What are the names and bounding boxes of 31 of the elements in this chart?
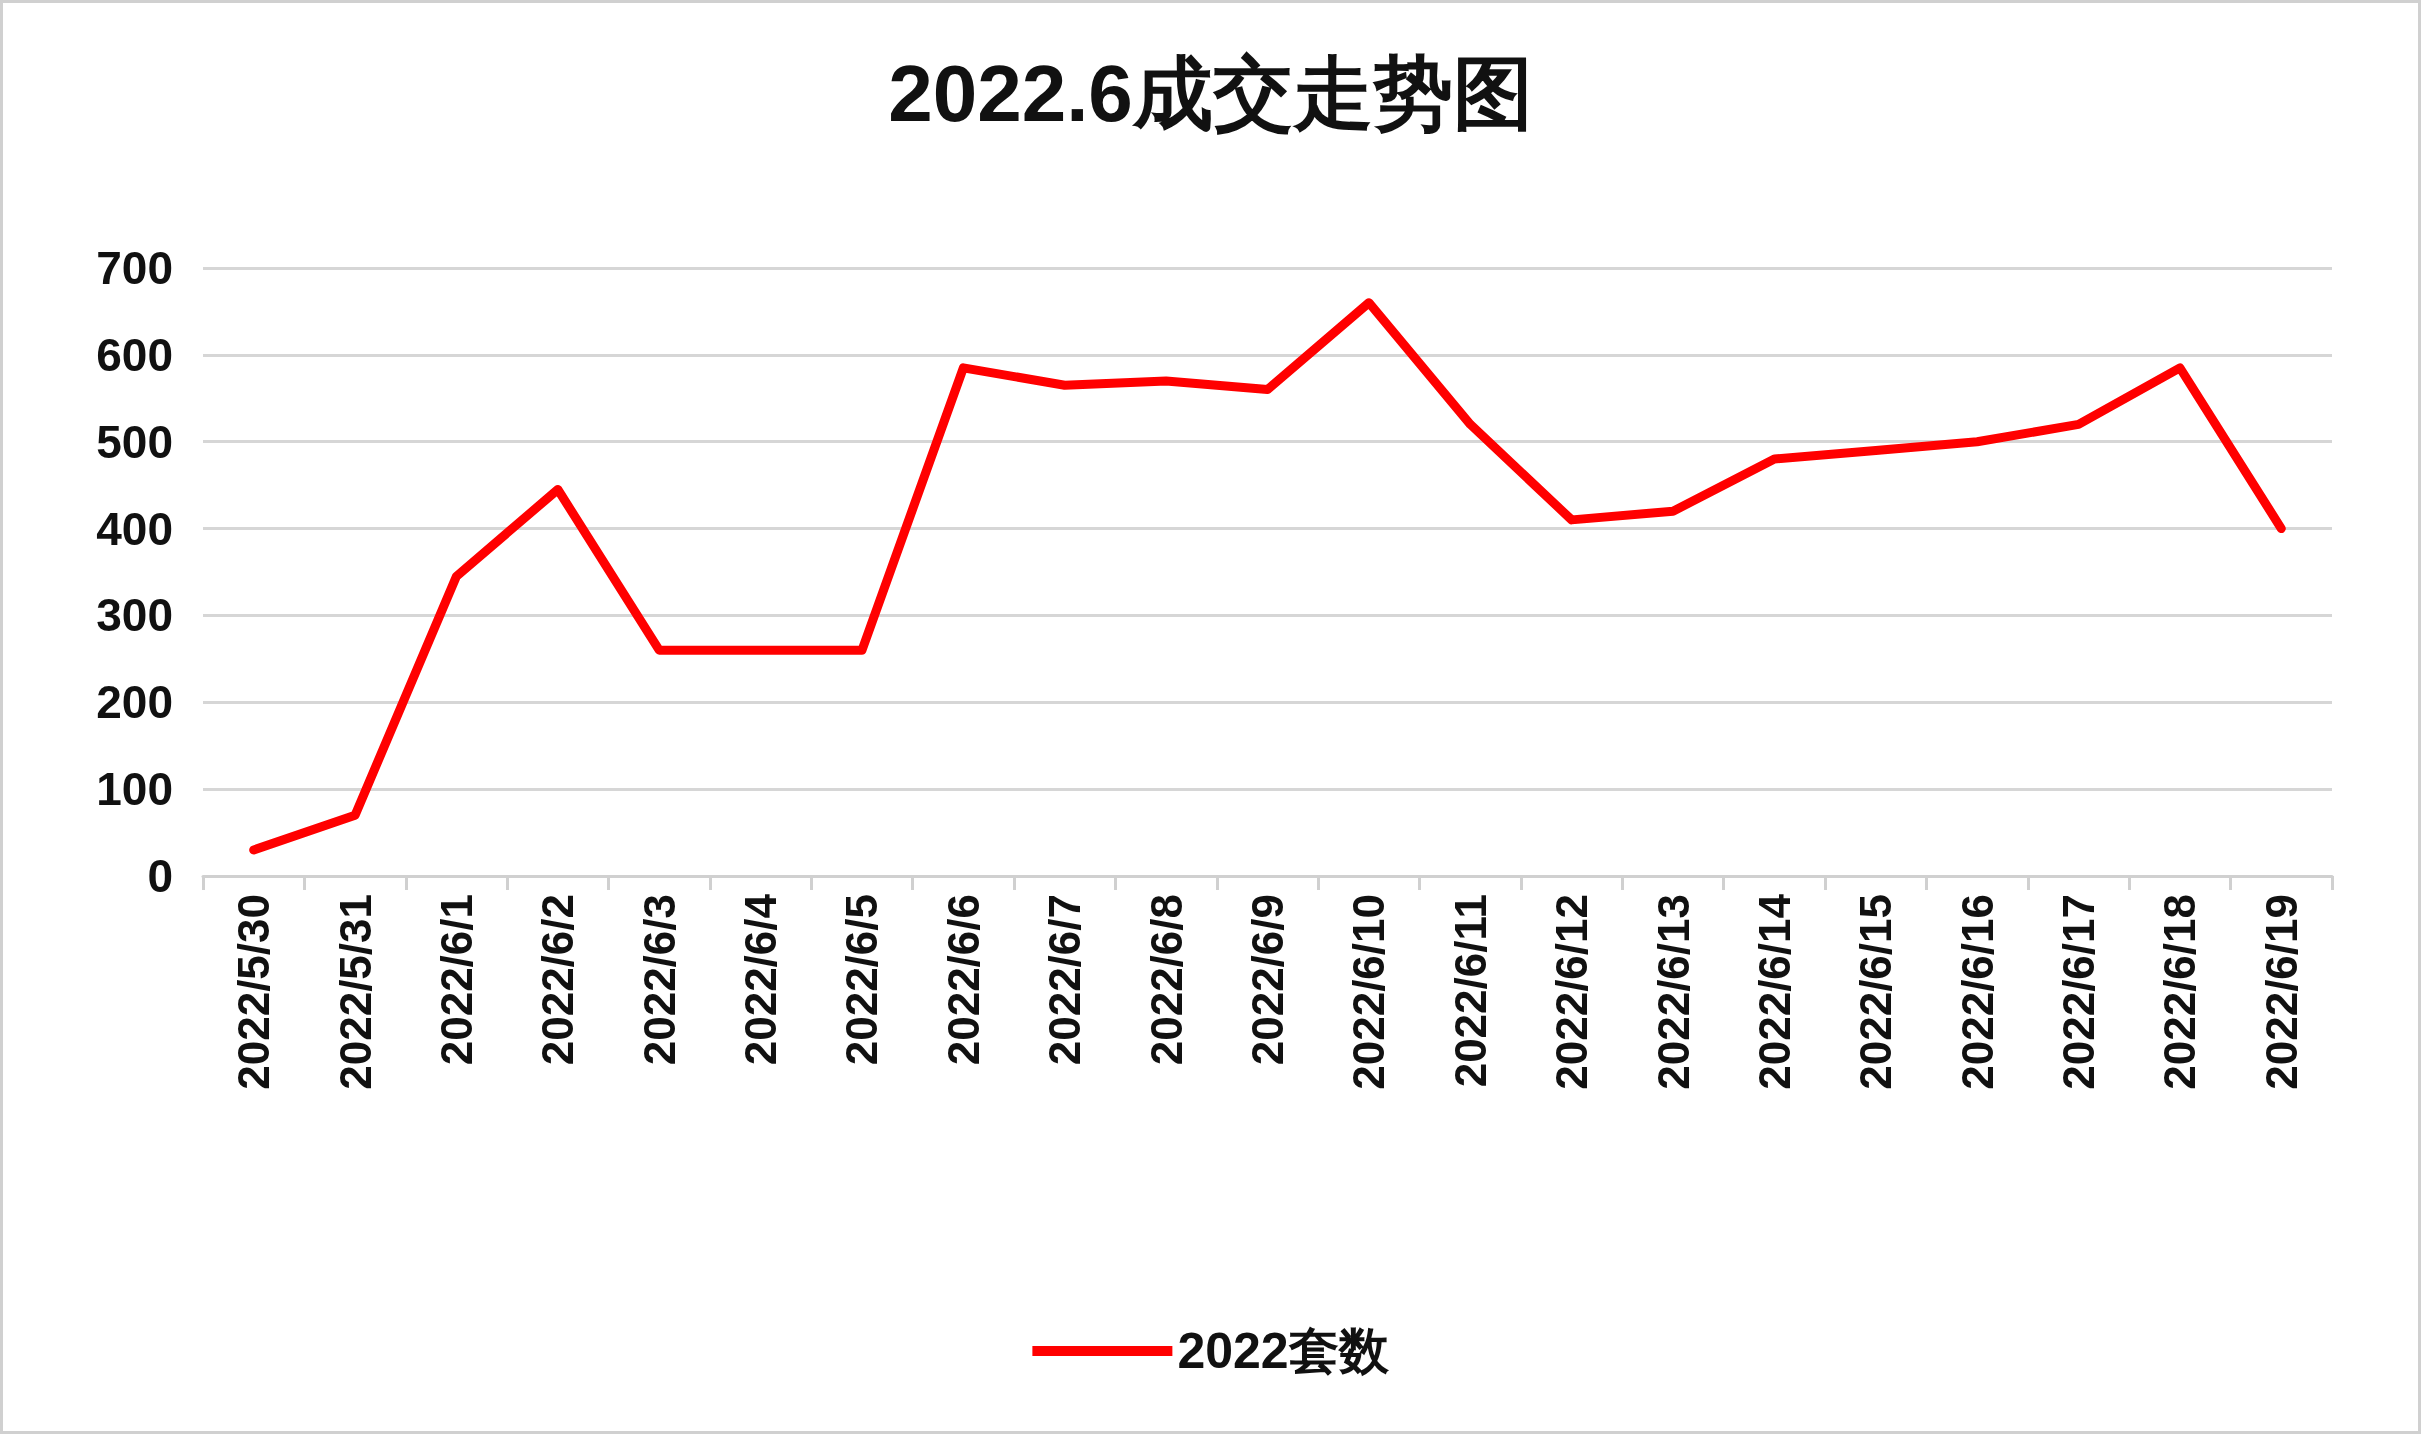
x-tick-label: 2022/6/16 — [1952, 894, 2002, 1090]
y-tick-label: 500 — [96, 415, 173, 468]
x-tick-label: 2022/6/11 — [1445, 894, 1495, 1088]
x-tick-label: 2022/6/10 — [1344, 894, 1394, 1090]
y-tick-label: 100 — [96, 763, 173, 816]
legend-label: 2022套数 — [1177, 1323, 1390, 1379]
x-tick-label: 2022/5/30 — [229, 894, 279, 1090]
x-tick-label: 2022/6/6 — [938, 894, 988, 1066]
x-tick-label: 2022/6/4 — [736, 893, 786, 1066]
y-tick-label: 0 — [147, 850, 173, 902]
y-tick-label: 700 — [96, 242, 173, 294]
y-tick-label: 300 — [96, 589, 173, 642]
y-tick-label: 400 — [96, 502, 173, 555]
x-tick-label: 2022/6/2 — [533, 894, 583, 1066]
x-tick-label: 2022/6/8 — [1141, 894, 1191, 1066]
x-tick-label: 2022/6/13 — [1648, 894, 1698, 1090]
x-tick-label: 2022/6/12 — [1547, 894, 1597, 1090]
x-tick-label: 2022/6/19 — [2256, 894, 2306, 1090]
x-tick-label: 2022/5/31 — [330, 894, 380, 1090]
x-tick-label: 2022/6/15 — [1851, 894, 1901, 1090]
x-tick-label: 2022/6/1 — [431, 894, 481, 1066]
chart-title: 2022.6成交走势图 — [888, 48, 1533, 138]
x-tick-label: 2022/6/5 — [837, 894, 887, 1066]
x-tick-label: 2022/6/14 — [1749, 893, 1799, 1090]
x-tick-label: 2022/6/9 — [1243, 894, 1292, 1066]
x-tick-label: 2022/6/3 — [634, 894, 684, 1066]
x-tick-label: 2022/6/17 — [2054, 894, 2104, 1090]
y-tick-label: 600 — [96, 328, 173, 381]
x-tick-label: 2022/6/18 — [2155, 894, 2205, 1090]
y-tick-label: 200 — [96, 676, 173, 729]
x-tick-label: 2022/6/7 — [1040, 894, 1090, 1066]
